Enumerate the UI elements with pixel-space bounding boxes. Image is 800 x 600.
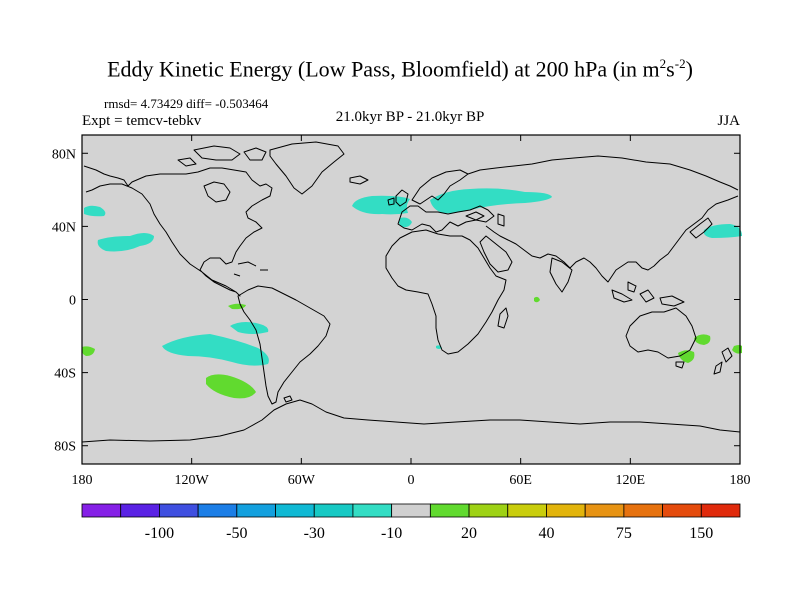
stats-label: rmsd= 4.73429 diff= -0.503464 <box>104 96 269 111</box>
colorbar-label: -50 <box>226 525 247 542</box>
coast-iceland <box>349 175 369 185</box>
coast-asia-north <box>467 155 739 191</box>
coast-north-america <box>83 165 273 297</box>
longitude-ticks: 180 120W 60W 0 60E 120E 180 <box>72 135 751 488</box>
fill-australia-green <box>678 350 695 363</box>
colorbar-label: 150 <box>689 525 713 542</box>
colorbar: -100 -50 -30 -10 20 40 75 150 <box>81 503 741 542</box>
lon-tick-label: 60E <box>509 473 532 488</box>
colorbar-label: -10 <box>381 525 402 542</box>
colorbar-box <box>313 503 354 518</box>
colorbar-box <box>120 503 160 518</box>
colorbar-box <box>429 503 470 518</box>
fill-tasman-green <box>694 334 711 345</box>
colorbar-label: 20 <box>461 525 477 542</box>
coast-se-asia <box>611 281 685 307</box>
colorbar-box <box>584 503 625 518</box>
coast-antarctica <box>81 399 741 443</box>
colorbar-box <box>352 503 393 518</box>
lat-tick-label: 40S <box>54 367 76 382</box>
fill-indian-ocean-green <box>534 296 540 303</box>
coast-india <box>549 257 573 293</box>
coast-caribbean <box>233 261 268 277</box>
lon-tick-label: 120E <box>616 473 646 488</box>
colorbar-box <box>159 503 199 518</box>
colorbar-label: 40 <box>538 525 554 542</box>
coast-south-america <box>237 285 331 405</box>
coastlines <box>81 141 741 443</box>
fill-south-pacific-cyan-small <box>230 322 269 334</box>
colorbar-box <box>81 503 122 518</box>
coast-new-zealand <box>713 347 733 375</box>
colorbar-box <box>391 503 431 518</box>
colorbar-box <box>546 503 586 518</box>
lat-tick-label: 40N <box>52 220 76 235</box>
coast-arctic-islands <box>177 145 267 167</box>
colorbar-box <box>662 503 702 518</box>
lon-tick-label: 120W <box>175 473 210 488</box>
colorbar-box <box>507 503 547 518</box>
coast-asia-east <box>485 195 739 283</box>
coast-black-caspian <box>465 211 505 227</box>
lat-tick-label: 80N <box>52 147 76 162</box>
fill-east-pacific-cyan <box>97 233 154 252</box>
colorbar-box <box>197 503 238 518</box>
fill-west-edge-green <box>82 346 95 356</box>
colorbar-box <box>275 503 315 518</box>
lat-tick-label: 80S <box>54 440 76 455</box>
colorbar-box <box>623 503 663 518</box>
colorbar-box <box>700 503 741 518</box>
lon-tick-label: 180 <box>72 473 93 488</box>
lat-tick-label: 0 <box>69 294 76 309</box>
period-label: 21.0kyr BP - 21.0kyr BP <box>335 109 485 125</box>
coast-britain <box>387 189 409 207</box>
coast-arabia <box>479 235 513 273</box>
latitude-ticks: 80N 40N 0 40S 80S <box>52 147 740 455</box>
experiment-label: Expt = temcv-tebkv <box>82 113 202 129</box>
figure-title: Eddy Kinetic Energy (Low Pass, Bloomfiel… <box>107 56 693 82</box>
lon-tick-label: 60W <box>288 473 316 488</box>
coast-falklands <box>283 395 293 403</box>
coast-greenland <box>269 141 345 195</box>
fill-iberia-cyan <box>398 217 412 228</box>
coast-hudson <box>203 181 231 203</box>
fill-eastern-europe-cyan <box>430 188 552 214</box>
colorbar-label: 75 <box>616 525 632 542</box>
fill-south-pacific-cyan <box>162 334 269 366</box>
lon-tick-label: 180 <box>730 473 751 488</box>
season-label: JJA <box>717 113 740 129</box>
fill-west-pacific-cyan <box>703 224 742 238</box>
colorbar-label: -100 <box>145 525 174 542</box>
coast-tasmania <box>675 361 685 369</box>
colorbar-box <box>468 503 509 518</box>
colorbar-box <box>236 503 276 518</box>
colorbar-label: -30 <box>304 525 325 542</box>
fill-north-pacific-cyan <box>84 205 106 217</box>
coast-australia <box>625 307 697 359</box>
coast-scandinavia <box>411 169 469 205</box>
coast-africa <box>385 229 507 355</box>
coast-europe-main <box>397 205 495 233</box>
lon-tick-label: 0 <box>408 473 415 488</box>
fill-southern-ocean-green <box>206 374 256 399</box>
map-background <box>82 135 740 464</box>
coast-madagascar <box>497 307 509 329</box>
anomaly-fills <box>82 188 742 399</box>
coast-japan <box>689 217 713 239</box>
